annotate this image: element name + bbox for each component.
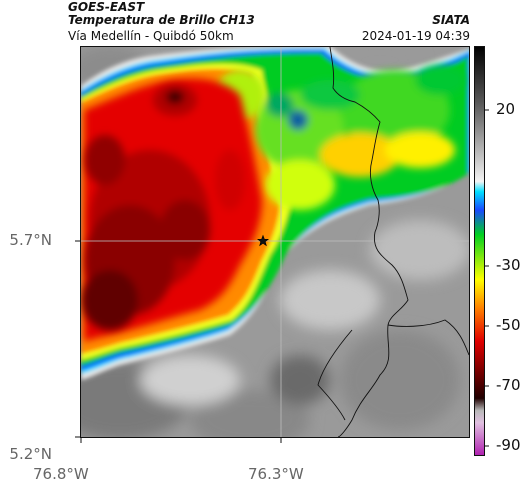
region-label: Vía Medellín - Quibdó 50km — [68, 29, 234, 43]
colorbar-tick-marks — [484, 109, 489, 447]
colorbar-tick-label: -50 — [496, 316, 521, 334]
satellite-name: GOES-EAST — [68, 0, 145, 14]
star-icon — [256, 234, 270, 247]
colorbar-tick-label: -70 — [496, 376, 521, 394]
brightness-temperature-field — [81, 47, 469, 437]
colorbar — [474, 46, 485, 456]
lat-tick-label: 5.7°N — [9, 231, 52, 249]
lat-tick-label: 5.2°N — [9, 445, 52, 463]
colorbar-tick-label: -90 — [496, 436, 521, 454]
colorbar-tick-label: 20 — [496, 100, 516, 118]
datetime-label: 2024-01-19 04:39 — [361, 29, 470, 43]
lon-tick-label: 76.3°W — [248, 465, 304, 483]
map-frame — [80, 46, 470, 438]
colorbar-tick-label: -30 — [496, 256, 521, 274]
graticule — [81, 47, 469, 437]
lon-tick-label: 76.8°W — [33, 465, 89, 483]
axis-tick-marks — [75, 240, 282, 443]
product-title: Temperatura de Brillo CH13 — [68, 13, 255, 27]
brand-label: SIATA — [432, 13, 470, 27]
department-borders — [317, 47, 469, 437]
